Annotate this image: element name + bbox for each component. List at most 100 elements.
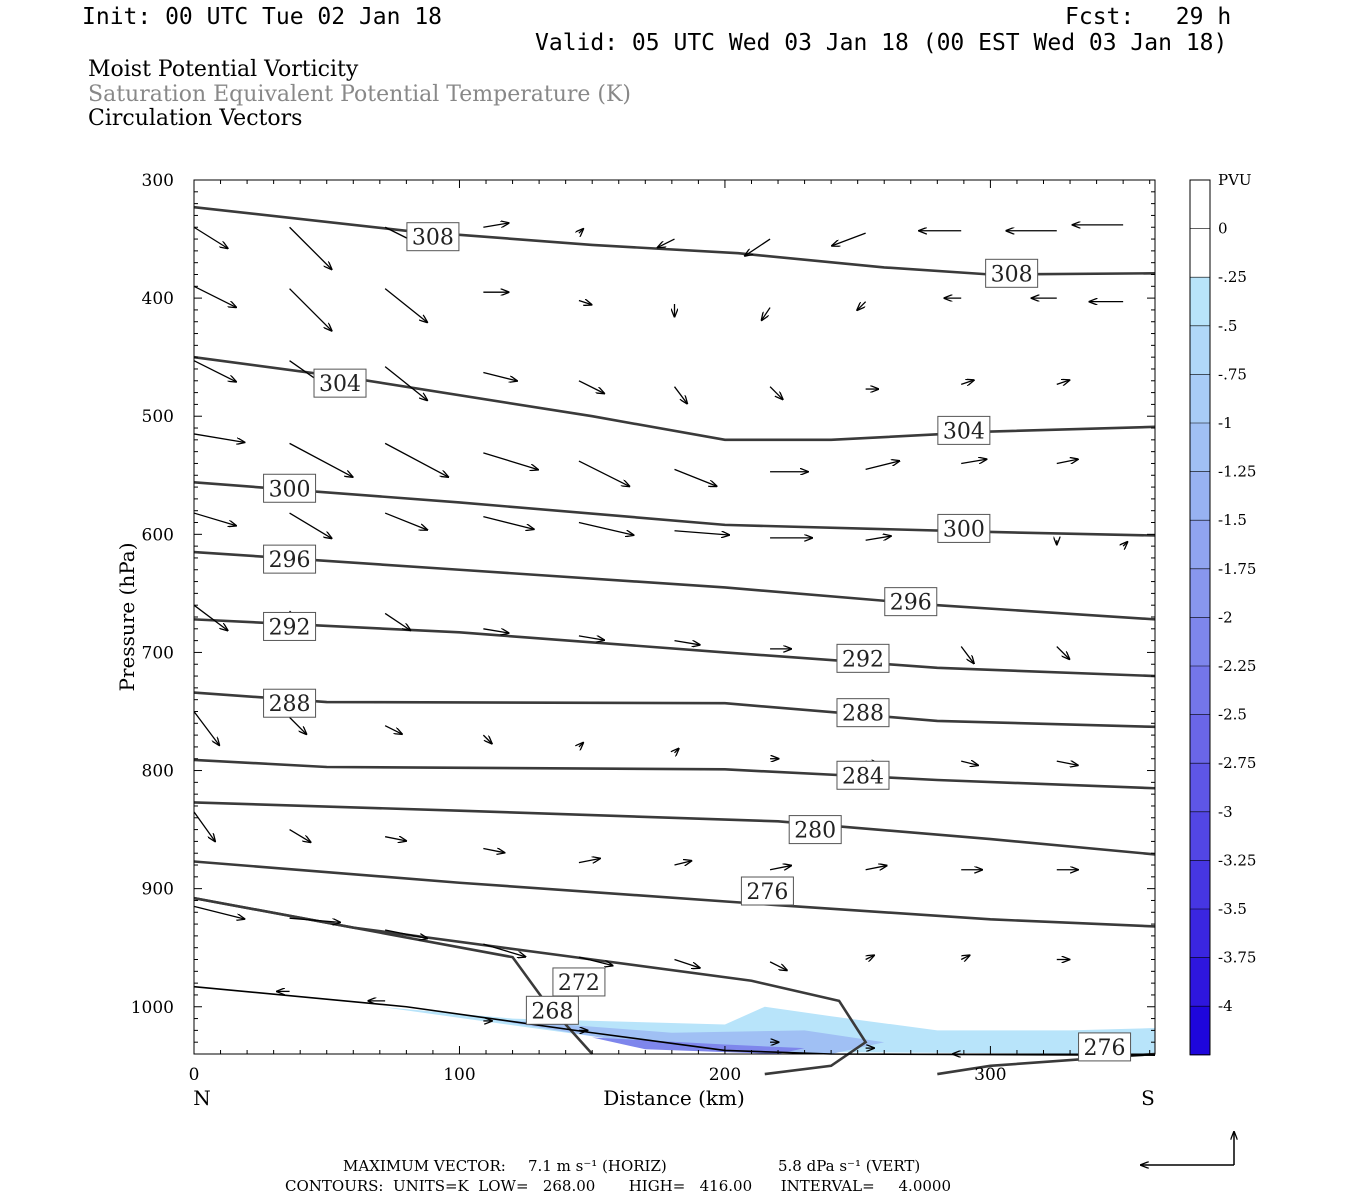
x-tick-label: 300 — [974, 1065, 1006, 1085]
circulation-vector — [769, 866, 791, 870]
circulation-vector — [960, 646, 974, 664]
circulation-vector — [289, 288, 332, 331]
contour-label: 304 — [943, 419, 985, 444]
y-tick-label: 900 — [142, 880, 174, 900]
contour-280 — [193, 801, 1156, 856]
colorbar-label: 0 — [1218, 220, 1228, 238]
y-tick-label: 1000 — [131, 998, 174, 1018]
colorbar: PVU 0 -.25 -.5 -.75 -1 -1.25 -1.5 -1.75 -2 -2.25 -2… — [1189, 171, 1256, 1056]
circulation-vector — [578, 858, 600, 862]
colorbar-bin — [1190, 666, 1210, 716]
contour-label: 272 — [558, 971, 600, 996]
circulation-vector — [289, 512, 332, 538]
contour-labels: 308 308 304 304 300 300 296 296 292 292 288 288 284 2… — [263, 222, 1132, 1062]
contour-label-box — [836, 643, 890, 673]
contour-296 — [193, 550, 1156, 621]
contour-label: 292 — [842, 647, 884, 672]
max-vector-vert: 5.8 dPa s⁻¹ (VERT) — [778, 1157, 921, 1175]
contour-268 — [193, 896, 594, 1055]
circulation-vector — [1056, 761, 1078, 765]
colorbar-bin — [1190, 617, 1210, 667]
contour-label-box — [1078, 1032, 1132, 1062]
contour-label-box — [313, 368, 367, 398]
circulation-vector — [483, 452, 538, 470]
circulation-vector — [384, 442, 448, 477]
colorbar-label: -.75 — [1218, 365, 1247, 383]
circulation-vector — [865, 461, 900, 470]
circulation-vector — [675, 749, 679, 753]
y-tick-label: 600 — [142, 525, 174, 545]
circulation-vector — [384, 288, 427, 323]
circulation-vector — [193, 905, 244, 919]
contour-label-box — [740, 876, 794, 906]
circulation-vector — [961, 380, 974, 384]
circulation-vector — [1123, 542, 1127, 546]
max-vector-label: MAXIMUM VECTOR: — [343, 1157, 506, 1175]
max-vector-horiz: 7.1 m s⁻¹ (HORIZ) — [528, 1157, 667, 1175]
colorbar-bin — [1190, 520, 1210, 570]
colorbar-label: -3.5 — [1218, 900, 1247, 918]
colorbar-label: -1.5 — [1218, 511, 1247, 529]
circulation-vector — [832, 232, 866, 246]
colorbar-bin — [1190, 423, 1210, 473]
circulation-vector — [193, 811, 215, 841]
circulation-vector — [483, 515, 533, 530]
circulation-vector — [865, 536, 891, 541]
colorbar-bin — [1190, 957, 1210, 1007]
colorbar-label: -2.25 — [1218, 657, 1256, 675]
contour-label: 268 — [531, 999, 573, 1024]
colorbar-bin — [1190, 860, 1210, 910]
circulation-vector — [289, 442, 353, 477]
contour-label: 296 — [269, 548, 311, 573]
circulation-vector — [579, 743, 583, 747]
colorbar-label: -1 — [1218, 414, 1233, 432]
x-tick-label: 0 — [189, 1065, 200, 1085]
colorbar-label: -.5 — [1218, 317, 1237, 335]
circulation-vector — [674, 639, 700, 645]
colorbar-bin — [1190, 909, 1210, 959]
circulation-vector — [483, 848, 504, 852]
colorbar-label: -2.75 — [1218, 754, 1256, 772]
mpv-shading — [379, 1006, 1155, 1054]
circulation-vector — [483, 371, 517, 381]
colorbar-bin — [1190, 228, 1210, 278]
contour-info: CONTOURS: UNITS=K LOW= 268.00 HIGH= 416.… — [285, 1177, 951, 1195]
circulation-vector — [578, 300, 592, 304]
colorbar-bin — [1190, 325, 1210, 375]
contour-label: 288 — [842, 702, 884, 727]
y-tick-label: 500 — [142, 407, 174, 427]
circulation-vector — [1056, 459, 1078, 463]
colorbar-label: -2.5 — [1218, 706, 1247, 724]
contour-label: 276 — [1084, 1036, 1126, 1061]
colorbar-label: -1.25 — [1218, 463, 1256, 481]
circulation-vector — [193, 711, 219, 745]
circulation-vector — [384, 366, 427, 401]
contour-label-box — [525, 995, 579, 1025]
circulation-vector — [578, 460, 629, 486]
circulation-vector — [674, 468, 717, 486]
contour-label-box — [937, 513, 991, 543]
circulation-vector — [578, 956, 613, 965]
circulation-vector — [193, 512, 236, 526]
mpv-shade-light — [379, 1006, 1155, 1054]
y-axis-title: Pressure (hPa) — [115, 543, 139, 692]
circulation-vector — [769, 961, 787, 970]
contour-label: 288 — [269, 692, 311, 717]
contour-label-box — [406, 222, 460, 252]
circulation-vector — [289, 226, 332, 269]
contour-label: 300 — [943, 517, 985, 542]
x-tick-label: 200 — [709, 1065, 741, 1085]
colorbar-bin — [1190, 277, 1210, 327]
contour-300 — [193, 481, 1156, 537]
reference-vector-key — [1141, 1132, 1234, 1165]
circulation-vector — [579, 229, 583, 233]
circulation-vector — [289, 716, 307, 734]
title-mpv: Moist Potential Vorticity — [88, 57, 359, 82]
contour-label-box — [263, 688, 317, 718]
circulation-vector — [385, 929, 427, 938]
colorbar-label: -3 — [1218, 803, 1233, 821]
colorbar-bin — [1190, 811, 1210, 861]
colorbar-label: -4 — [1218, 997, 1233, 1015]
y-tick-label: 400 — [142, 289, 174, 309]
